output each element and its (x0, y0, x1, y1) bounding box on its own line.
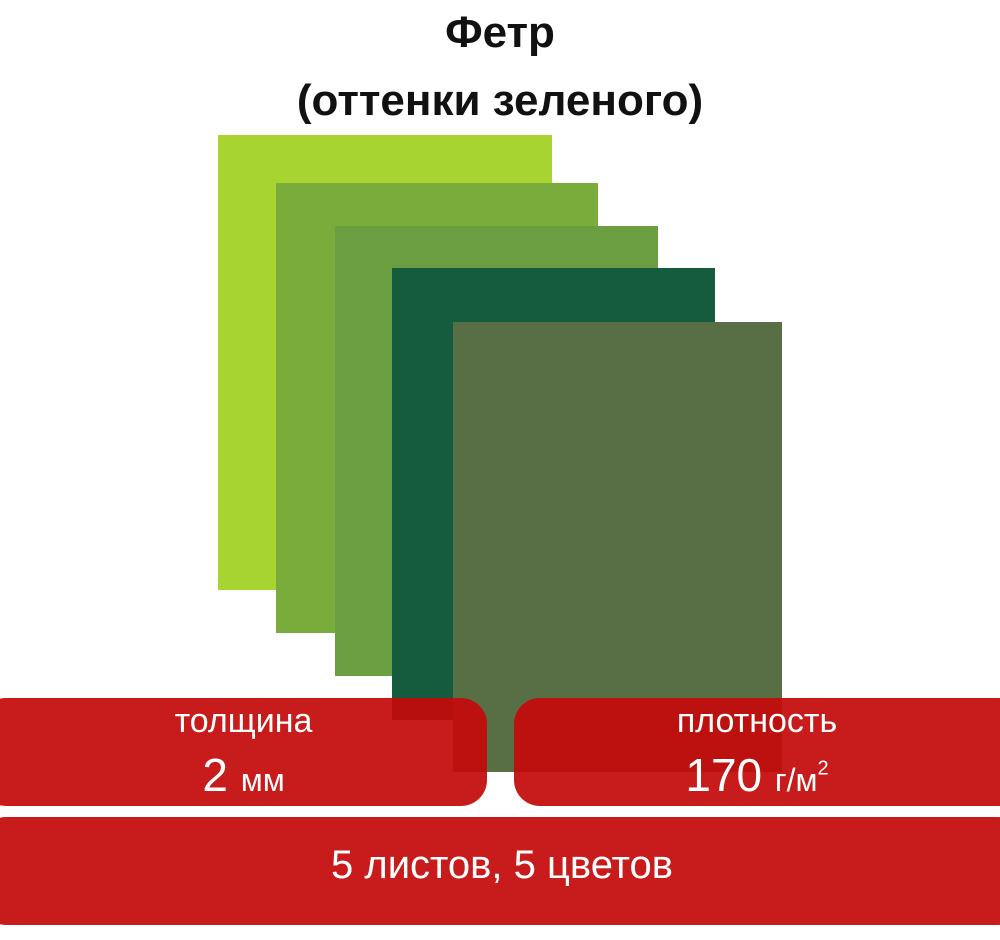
summary-text: 5 листов, 5 цветов (331, 843, 673, 887)
density-label: плотность (676, 702, 838, 740)
felt-sheet-5 (453, 322, 782, 772)
thickness-label: толщина (174, 702, 313, 740)
title-line-2: (оттенки зеленого) (296, 76, 704, 125)
title-line-1: Фетр (445, 8, 555, 57)
thickness-value: 2 мм (202, 749, 285, 801)
density-badge: плотность 170 г/м2 (514, 698, 1000, 806)
summary-badge: 5 листов, 5 цветов (0, 817, 1000, 925)
density-value: 170 г/м2 (685, 749, 829, 801)
thickness-badge: толщина 2 мм (0, 698, 487, 806)
